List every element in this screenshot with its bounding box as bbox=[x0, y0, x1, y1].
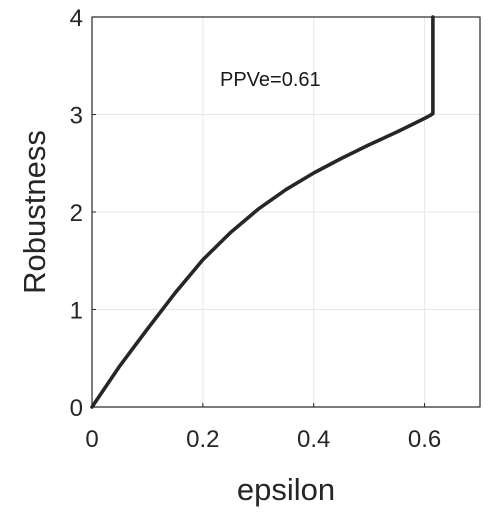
x-axis-label: epsilon bbox=[237, 472, 335, 507]
series-group bbox=[90, 15, 435, 409]
x-tick-label: 0.6 bbox=[408, 426, 441, 453]
x-tick-label: 0 bbox=[85, 426, 98, 453]
y-tick-label: 1 bbox=[70, 298, 83, 325]
x-tick-label: 0.2 bbox=[186, 426, 219, 453]
y-tick-label: 2 bbox=[70, 200, 83, 227]
y-tick-label: 3 bbox=[70, 103, 83, 130]
y-tick-labels: 0 1 2 3 4 bbox=[70, 5, 83, 422]
tick-marks bbox=[91, 16, 426, 408]
y-tick-label: 4 bbox=[70, 5, 83, 32]
y-tick-label: 0 bbox=[70, 395, 83, 422]
x-tick-label: 0.4 bbox=[297, 426, 330, 453]
annotation-ppve: PPVe=0.61 bbox=[220, 69, 321, 91]
y-axis-label: Robustness bbox=[17, 130, 52, 294]
series-line-0 bbox=[90, 15, 435, 409]
x-tick-labels: 0 0.2 0.4 0.6 bbox=[85, 426, 441, 453]
